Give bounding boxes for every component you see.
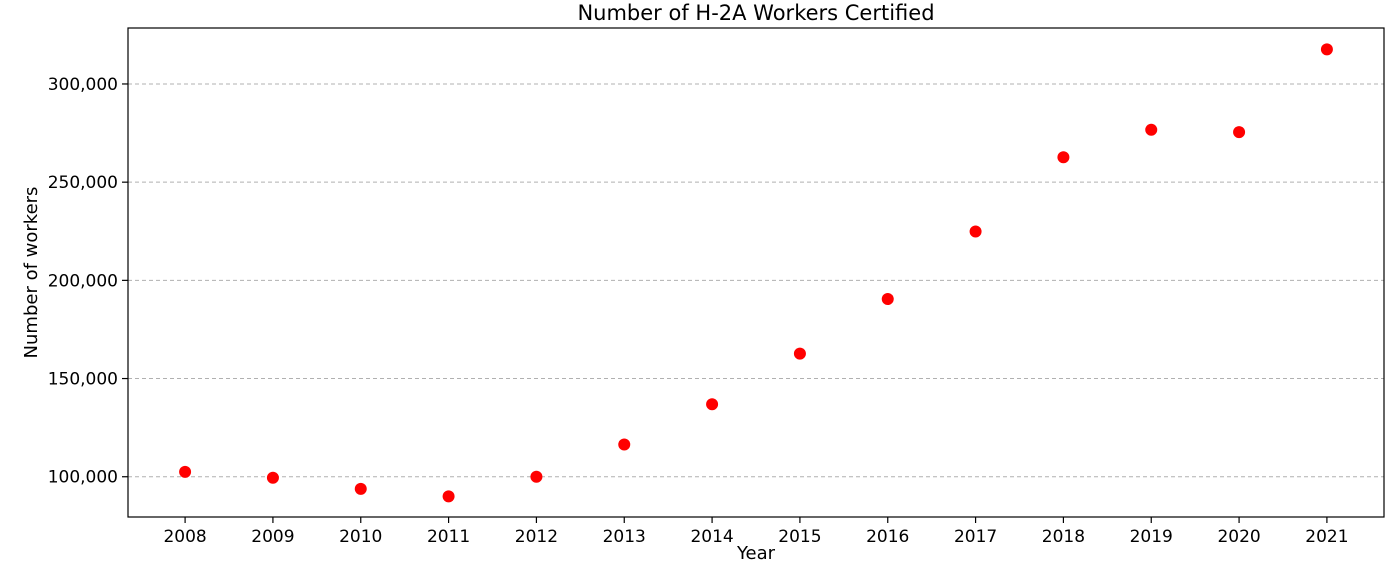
plot-area-frame (127, 27, 1385, 518)
x-tick-label: 2014 (690, 527, 733, 547)
grid-lines (128, 83, 1384, 478)
x-axis-label: Year (736, 543, 776, 564)
data-point-2014 (706, 398, 719, 411)
data-point-2013 (618, 438, 631, 451)
y-tick-label: 150,000 (48, 370, 118, 390)
x-tick-label: 2016 (866, 527, 909, 547)
x-axis-ticks: 2008 2009 2010 2011 2012 2013 2014 2015 2016 2017… (163, 517, 1349, 547)
data-point-2015 (793, 347, 806, 360)
y-tick-label: 250,000 (48, 173, 118, 193)
data-point-2012 (530, 470, 543, 483)
chart-title: Number of H-2A Workers Certified (577, 1, 934, 25)
x-tick-label: 2017 (954, 527, 997, 547)
y-tick-label: 300,000 (48, 75, 118, 95)
data-point-2021 (1320, 43, 1333, 56)
data-point-2010 (354, 482, 367, 495)
x-tick-label: 2018 (1042, 527, 1085, 547)
data-point-2008 (179, 465, 192, 478)
y-tick-label: 200,000 (48, 271, 118, 291)
x-tick-label: 2015 (778, 527, 821, 547)
y-tick-label: 100,000 (48, 468, 118, 488)
data-point-2019 (1145, 123, 1158, 136)
data-point-2018 (1057, 151, 1070, 164)
x-tick-label: 2020 (1217, 527, 1260, 547)
data-point-2017 (969, 225, 982, 238)
x-tick-label: 2009 (251, 527, 294, 547)
x-tick-label: 2013 (603, 527, 646, 547)
x-tick-label: 2019 (1130, 527, 1173, 547)
x-tick-label: 2010 (339, 527, 382, 547)
y-axis-label: Number of workers (21, 187, 42, 359)
x-tick-label: 2011 (427, 527, 470, 547)
y-axis-ticks: 100,000 150,000 200,000 250,000 300,000 (48, 75, 128, 488)
data-point-2016 (881, 293, 894, 306)
x-tick-label: 2021 (1305, 527, 1348, 547)
data-points (179, 43, 1333, 503)
x-tick-label: 2008 (163, 527, 206, 547)
data-point-2011 (442, 490, 455, 503)
data-point-2020 (1233, 126, 1246, 139)
x-tick-label: 2012 (515, 527, 558, 547)
data-point-2009 (266, 471, 279, 484)
